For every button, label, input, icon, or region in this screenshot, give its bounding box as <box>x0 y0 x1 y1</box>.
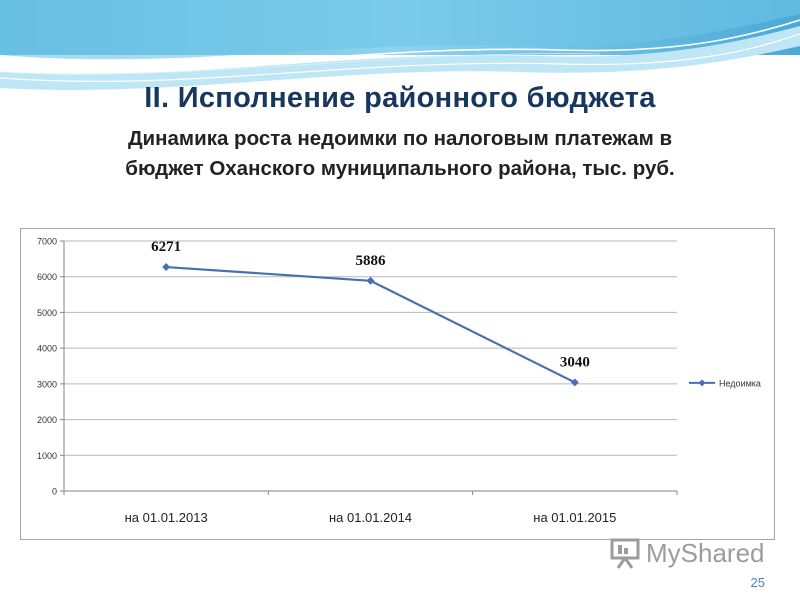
data-label: 5886 <box>356 253 387 269</box>
y-tick-label: 5000 <box>37 308 57 318</box>
header-wave-decoration <box>0 0 800 90</box>
watermark-text: MyShared <box>646 538 765 568</box>
page-number: 25 <box>750 575 765 590</box>
y-tick-label: 6000 <box>37 272 57 282</box>
legend-label: Недоимка <box>719 378 761 388</box>
y-tick-label: 1000 <box>37 451 57 461</box>
y-tick-label: 4000 <box>37 344 57 354</box>
y-tick-label: 3000 <box>37 379 57 389</box>
y-tick-label: 2000 <box>37 415 57 425</box>
line-chart: 0 1000 2000 3000 4000 5000 6000 7000 на 01.01.20… <box>37 237 761 526</box>
subtitle-line-1: Динамика роста недоимки по налоговым пла… <box>127 127 673 150</box>
slide-title: II. Исполнение районного бюджета <box>144 82 656 114</box>
data-label: 3040 <box>560 354 590 370</box>
x-tick-label: на 01.01.2015 <box>533 510 616 525</box>
chart-frame: 0 1000 2000 3000 4000 5000 6000 7000 на 01.01.20… <box>20 228 775 540</box>
data-point-marker <box>570 378 579 387</box>
subtitle-line-2: бюджет Оханского муниципального района, … <box>125 157 675 180</box>
presentation-board-icon <box>610 538 640 569</box>
watermark-logo: MyShared <box>608 536 778 572</box>
x-tick-label: на 01.01.2014 <box>329 510 412 525</box>
data-point-marker <box>366 276 375 285</box>
y-tick-label: 0 <box>52 487 57 497</box>
x-tick-label: на 01.01.2013 <box>125 510 208 525</box>
slide-subtitle: Динамика роста недоимки по налоговым пла… <box>60 124 740 184</box>
legend-swatch-marker <box>698 379 706 387</box>
y-tick-label: 7000 <box>37 237 57 247</box>
data-label: 6271 <box>151 239 181 255</box>
data-point-marker <box>162 263 171 272</box>
